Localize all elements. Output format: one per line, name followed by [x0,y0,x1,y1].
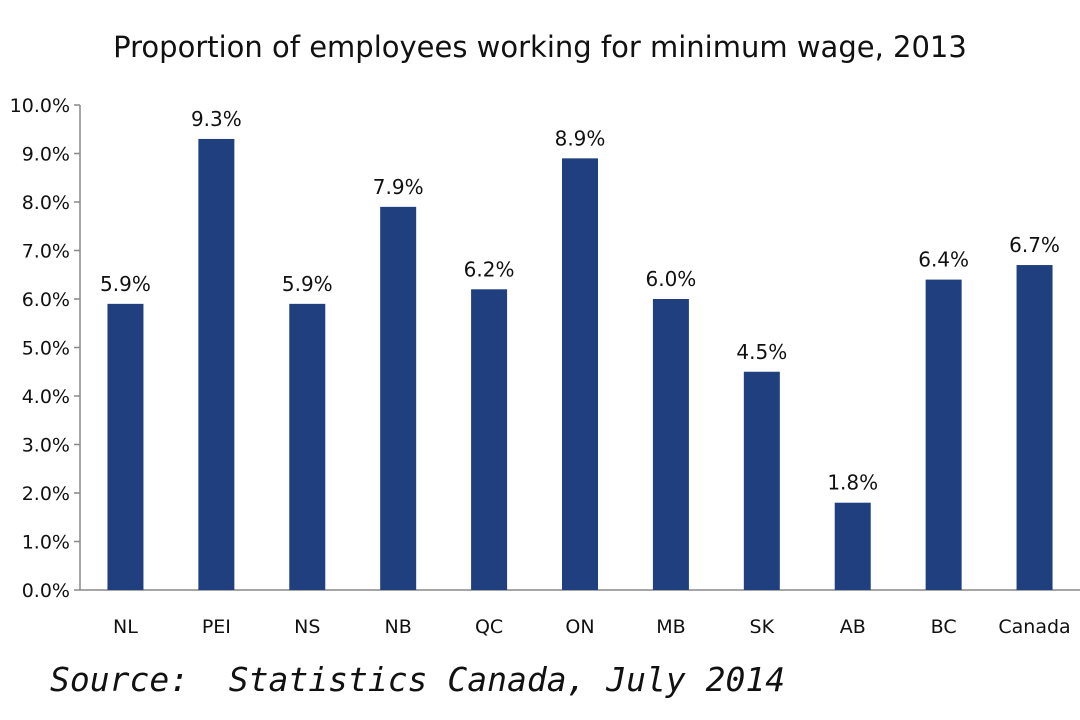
y-tick-label: 9.0% [22,144,70,166]
bar [834,502,871,590]
x-tick-label: NL [113,616,138,638]
y-tick-label: 7.0% [22,241,70,263]
bar [289,303,326,590]
x-tick-label: NB [385,616,412,638]
data-label: 1.8% [827,471,878,495]
bar [107,303,144,590]
x-tick-label: PEI [202,616,231,638]
data-label: 4.5% [736,340,787,364]
data-label: 9.3% [191,107,242,131]
data-label: 6.4% [918,248,969,272]
y-tick-label: 4.0% [22,386,70,408]
y-tick-label: 6.0% [22,289,70,311]
source-note: Source: Statistics Canada, July 2014 [50,660,786,699]
bar [925,279,962,590]
data-label: 6.2% [464,257,515,281]
x-tick-label: AB [840,616,866,638]
y-tick-label: 3.0% [22,435,70,457]
x-tick-label: SK [750,616,775,638]
x-tick-label: MB [656,616,685,638]
x-tick-label: ON [565,616,594,638]
bar [471,289,508,590]
y-tick-label: 5.0% [22,338,70,360]
bar [652,299,689,590]
bar [1016,265,1053,590]
bar [380,206,417,590]
y-tick-label: 10.0% [10,95,70,117]
bar [198,138,235,590]
data-label: 6.0% [646,267,697,291]
x-tick-label: NS [294,616,320,638]
bar [562,158,598,590]
x-tick-label: BC [931,616,957,638]
chart-title: Proportion of employees working for mini… [113,30,967,64]
data-label: 6.7% [1009,233,1060,257]
x-tick-label: QC [475,616,503,638]
y-tick-label: 1.0% [22,532,70,554]
data-label: 7.9% [373,175,424,199]
data-label: 5.9% [282,272,333,296]
data-label: 8.9% [555,126,606,150]
bar [743,371,780,590]
y-tick-label: 8.0% [22,192,70,214]
data-label: 5.9% [100,272,151,296]
x-tick-label: Canada [998,616,1070,638]
y-tick-label: 2.0% [22,483,70,505]
y-tick-label: 0.0% [22,580,70,602]
